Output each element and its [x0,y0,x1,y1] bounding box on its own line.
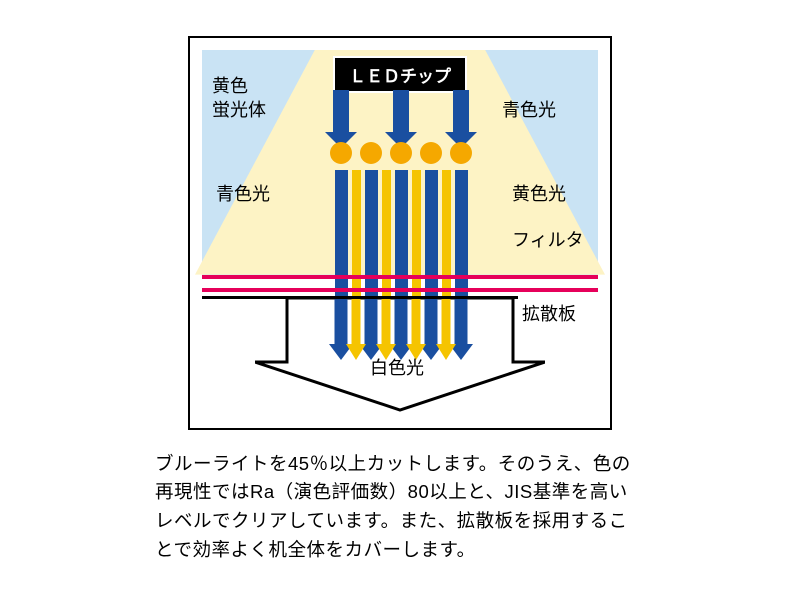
blue-col-upper-0 [335,170,348,275]
phosphor-dot-2 [390,142,412,164]
blue-col-upper-4 [455,170,468,275]
blue-col-upper-2 [395,170,408,275]
top-blue-arrow-1 [385,90,417,148]
filter-line-2 [202,288,598,292]
label-white-light: 白色光 [370,354,424,380]
led-chip-label: ＬＥＤチップ [333,56,467,93]
label-yellow-phosphor-2: 蛍光体 [212,96,266,122]
yellow-arrow-lower-2 [406,298,426,360]
yellow-arrow-lower-0 [346,298,366,360]
yellow-col-upper-2 [412,170,421,275]
top-blue-arrow-0 [325,90,357,148]
phosphor-dot-3 [420,142,442,164]
caption-text: ブルーライトを45％以上カットします。そのうえ、色の再現性ではRa（演色評価数）… [155,450,645,565]
label-blue-light-left: 青色光 [216,180,270,206]
top-blue-arrow-2 [445,90,477,148]
blue-col-upper-1 [365,170,378,275]
label-yellow-phosphor-1: 黄色 [212,72,248,98]
phosphor-dot-1 [360,142,382,164]
phosphor-dot-0 [330,142,352,164]
yellow-col-upper-0 [352,170,361,275]
led-diagram: ＬＥＤチップ黄色蛍光体青色光青色光黄色光フィルタ拡散板白色光 [188,36,612,430]
yellow-col-upper-1 [382,170,391,275]
label-blue-light-top: 青色光 [502,96,556,122]
diffuser-line [202,296,518,299]
yellow-arrow-lower-1 [376,298,396,360]
blue-col-upper-3 [425,170,438,275]
label-yellow-light: 黄色光 [512,180,566,206]
label-filter: フィルタ [512,226,584,252]
filter-line-1 [202,275,598,279]
yellow-col-upper-3 [442,170,451,275]
phosphor-dot-4 [450,142,472,164]
yellow-arrow-lower-3 [436,298,456,360]
